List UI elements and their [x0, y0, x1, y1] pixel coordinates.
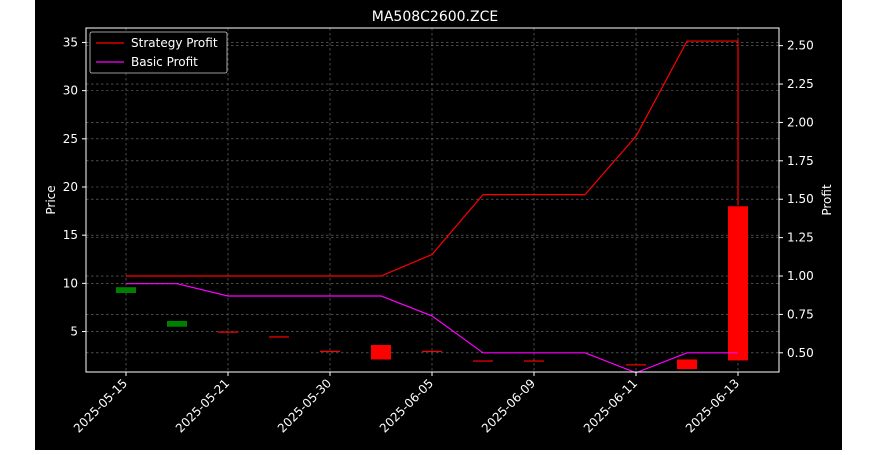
chart-title: MA508C2600.ZCE	[372, 9, 498, 25]
candles	[116, 206, 748, 370]
legend-label-strategy: Strategy Profit	[131, 36, 218, 50]
right-profit-axis: 0.50 0.75 1.00 1.25 1.50 1.75 2.00 2.25 2.50	[779, 39, 814, 360]
candle	[371, 345, 391, 360]
right-axis-label: Profit	[820, 184, 834, 216]
right-tick-label: 1.25	[787, 231, 814, 245]
candle	[626, 364, 646, 366]
candle	[473, 360, 493, 362]
candle	[422, 350, 442, 353]
right-tick-label: 2.25	[787, 77, 814, 91]
figure-background	[35, 0, 842, 450]
legend-box	[89, 31, 228, 74]
right-tick-label: 1.75	[787, 154, 814, 168]
right-tick-label: 2.50	[787, 39, 814, 53]
legend: Strategy Profit Basic Profit	[89, 31, 228, 74]
candle	[677, 359, 697, 370]
candle	[320, 350, 340, 353]
candle	[218, 331, 238, 333]
right-tick-label: 0.50	[787, 346, 814, 360]
left-tick-label: 5	[70, 325, 78, 339]
left-tick-label: 30	[63, 84, 78, 98]
candle	[167, 320, 187, 327]
strategy-profit-line	[126, 40, 739, 277]
left-tick-label: 25	[63, 132, 78, 146]
right-tick-label: 1.00	[787, 269, 814, 283]
right-tick-label: 0.75	[787, 307, 814, 321]
grid	[86, 28, 779, 372]
candle	[524, 360, 544, 362]
left-tick-label: 35	[63, 35, 78, 49]
right-tick-label: 1.50	[787, 192, 814, 206]
left-tick-label: 20	[63, 180, 78, 194]
right-tick-label: 2.00	[787, 115, 814, 129]
left-tick-label: 10	[63, 276, 78, 290]
candle	[728, 206, 748, 361]
left-price-axis: 5 10 15 20 25 30 35	[63, 35, 86, 339]
candle	[269, 336, 289, 338]
left-axis-label: Price	[44, 185, 58, 214]
legend-label-basic: Basic Profit	[131, 55, 198, 69]
candle	[116, 287, 136, 293]
left-tick-label: 15	[63, 228, 78, 242]
